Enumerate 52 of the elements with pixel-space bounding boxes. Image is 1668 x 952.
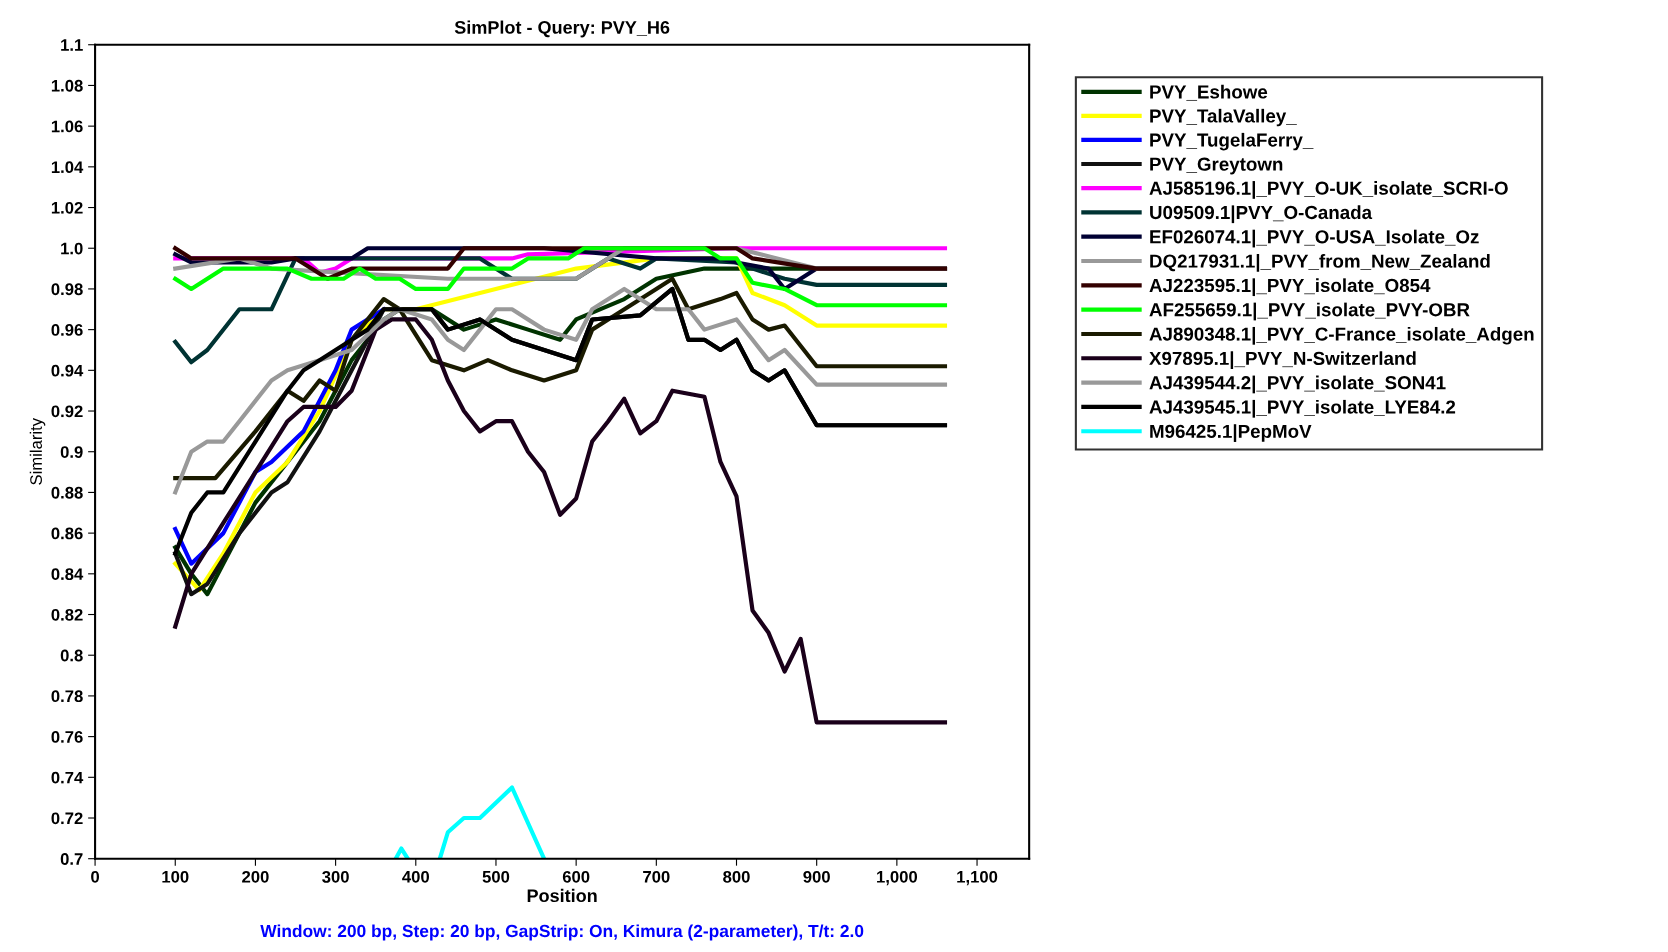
x-tick-label: 700 (643, 870, 670, 883)
y-tick-label: 0.92 (51, 405, 83, 418)
x-tick-label: 1,100 (957, 870, 998, 886)
y-axis-title: Similarity (29, 417, 46, 485)
y-tick-label: 0.84 (51, 568, 84, 581)
legend-label: AJ439545.1|_PVY_isolate_LYE84.2 (1149, 399, 1456, 418)
y-tick-label: 1.02 (51, 201, 83, 214)
y-tick-label: 0.9 (60, 446, 83, 458)
x-axis-title: Position (527, 888, 597, 903)
legend-label: AJ223595.1|_PVY_isolate_O854 (1149, 278, 1431, 297)
y-tick-label: 0.8 (60, 649, 83, 662)
y-tick-label: 0.96 (51, 324, 83, 336)
x-tick-label: 300 (322, 870, 349, 883)
x-tick-label: 400 (402, 870, 430, 883)
y-tick-label: 0.86 (51, 527, 83, 540)
legend-label: AJ439544.2|_PVY_isolate_SON41 (1149, 375, 1446, 394)
legend-label: PVY_TugelaFerry_ (1150, 132, 1314, 151)
x-tick-label: 900 (803, 870, 830, 883)
y-tick-label: 0.78 (51, 690, 83, 703)
legend-label: AF255659.1|_PVY_isolate_PVY-OBR (1149, 302, 1470, 321)
legend-label: DQ217931.1|_PVY_from_New_Zealand (1150, 254, 1490, 272)
chart-title: SimPlot - Query: PVY_H6 (454, 20, 670, 38)
x-tick-label: 800 (723, 870, 750, 883)
y-tick-label: 0.7 (60, 853, 83, 865)
legend-label: U09509.1|PVY_O-Canada (1150, 205, 1373, 224)
y-tick-label: 1.04 (51, 161, 84, 174)
text: Window: 200 bp, Step: 20 bp, GapStrip: On, Kimura (2-parameter), T/t: 2.0 (260, 924, 864, 941)
x-tick-label: 600 (562, 870, 590, 883)
legend-label: AJ890348.1|_PVY_C-France_isolate_Adgen (1149, 326, 1534, 345)
legend-label: PVY_Greytown (1150, 157, 1283, 175)
x-tick-label: 1,000 (877, 870, 918, 886)
legend-label: EF026074.1|_PVY_O-USA_Isolate_Oz (1150, 229, 1479, 248)
y-tick-label: 0.76 (51, 731, 83, 743)
y-tick-label: 0.88 (51, 486, 83, 499)
legend-label: PVY_TalaValley_ (1150, 108, 1297, 127)
legend-label: X97895.1|_PVY_N-Switzerland (1149, 351, 1416, 370)
y-tick-label: 0.82 (51, 608, 83, 621)
y-tick-label: 0.94 (51, 364, 84, 377)
x-tick-label: 200 (242, 870, 269, 883)
x-tick-label: 500 (482, 870, 510, 883)
legend-label: AJ585196.1|_PVY_O-UK_isolate_SCRI-O (1149, 181, 1508, 199)
y-tick-label: 0.98 (51, 283, 83, 296)
legend-label: PVY_Eshowe (1150, 84, 1268, 101)
legend-label: M96425.1|PepMoV (1150, 424, 1312, 442)
x-tick-label: 100 (162, 870, 189, 883)
y-tick-label: 1.06 (51, 120, 83, 133)
y-tick-label: 0.72 (51, 812, 83, 825)
x-tick-label: 0 (91, 870, 100, 883)
y-tick-label: 1.1 (61, 39, 83, 51)
y-tick-label: 1.0 (61, 242, 83, 255)
y-tick-label: 0.74 (51, 771, 84, 784)
y-tick-label: 1.08 (51, 79, 83, 92)
